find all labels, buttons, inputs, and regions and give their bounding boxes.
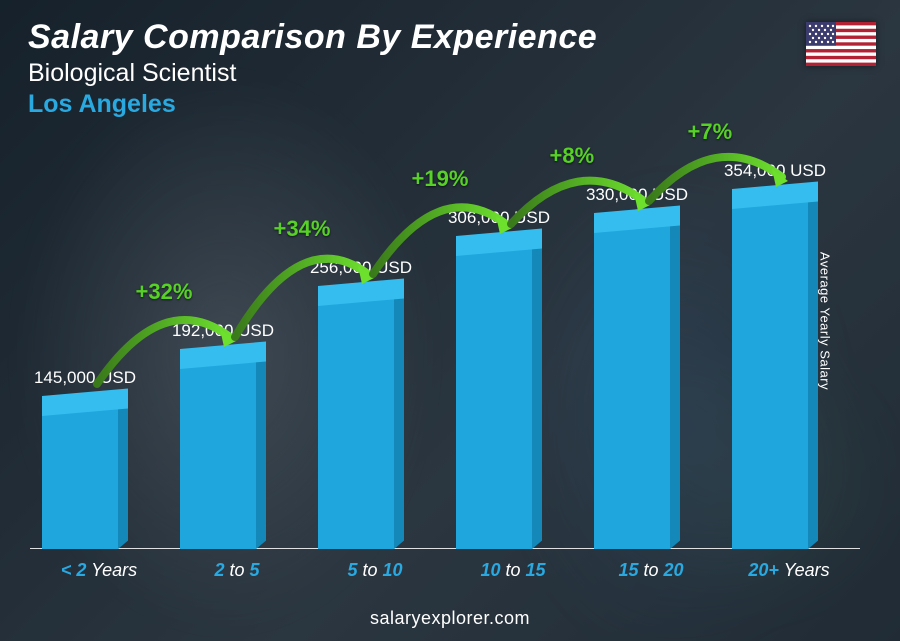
bar-side <box>256 343 266 549</box>
bar <box>318 296 404 549</box>
content-root: Salary Comparison By Experience Biologic… <box>0 0 900 641</box>
footer-domain: explorer.com <box>421 608 530 628</box>
footer-brand: salary <box>370 608 421 628</box>
pct-increase-label: +34% <box>274 216 331 242</box>
bar-value-label: 145,000 USD <box>15 368 155 388</box>
us-flag-icon <box>806 22 876 66</box>
chart-title: Salary Comparison By Experience <box>28 18 597 57</box>
bar-value-label: 256,000 USD <box>291 258 431 278</box>
chart-subtitle: Biological Scientist <box>28 59 597 88</box>
bar-group: 330,000 USD15 to 20 <box>582 135 720 581</box>
pct-increase-label: +19% <box>412 166 469 192</box>
bar-group: 306,000 USD10 to 15 <box>444 158 582 581</box>
bar <box>180 359 266 549</box>
bar-group: 192,000 USD2 to 5 <box>168 271 306 581</box>
bar-front <box>180 359 256 549</box>
bar-value-label: 354,000 USD <box>705 161 845 181</box>
bar-x-label: 15 to 20 <box>582 560 720 581</box>
bar-value-label: 306,000 USD <box>429 208 569 228</box>
bar-x-label: 20+ Years <box>720 560 858 581</box>
bar <box>594 223 680 549</box>
bar-x-label: < 2 Years <box>30 560 168 581</box>
bar-value-label: 330,000 USD <box>567 185 707 205</box>
bar-front <box>318 296 394 549</box>
bar-front <box>732 199 808 549</box>
pct-increase-label: +32% <box>136 279 193 305</box>
bar-front <box>456 246 532 549</box>
bar <box>456 246 542 549</box>
bar-group: 256,000 USD5 to 10 <box>306 208 444 581</box>
bar-side <box>670 207 680 549</box>
pct-increase-label: +7% <box>688 119 733 145</box>
bar-chart: 145,000 USD< 2 Years192,000 USD2 to 5+32… <box>30 101 860 581</box>
bar-side <box>808 183 818 549</box>
bar-x-label: 10 to 15 <box>444 560 582 581</box>
bar-front <box>594 223 670 549</box>
bar-value-label: 192,000 USD <box>153 321 293 341</box>
pct-increase-label: +8% <box>550 143 595 169</box>
bar-group: 145,000 USD< 2 Years <box>30 318 168 581</box>
bar-x-label: 2 to 5 <box>168 560 306 581</box>
footer-watermark: salaryexplorer.com <box>0 608 900 629</box>
bar-side <box>118 390 128 549</box>
bar-group: 354,000 USD20+ Years <box>720 111 858 581</box>
bar-side <box>394 280 404 549</box>
bar <box>42 406 128 549</box>
bar-x-label: 5 to 10 <box>306 560 444 581</box>
bar <box>732 199 818 549</box>
bar-side <box>532 230 542 549</box>
bar-front <box>42 406 118 549</box>
